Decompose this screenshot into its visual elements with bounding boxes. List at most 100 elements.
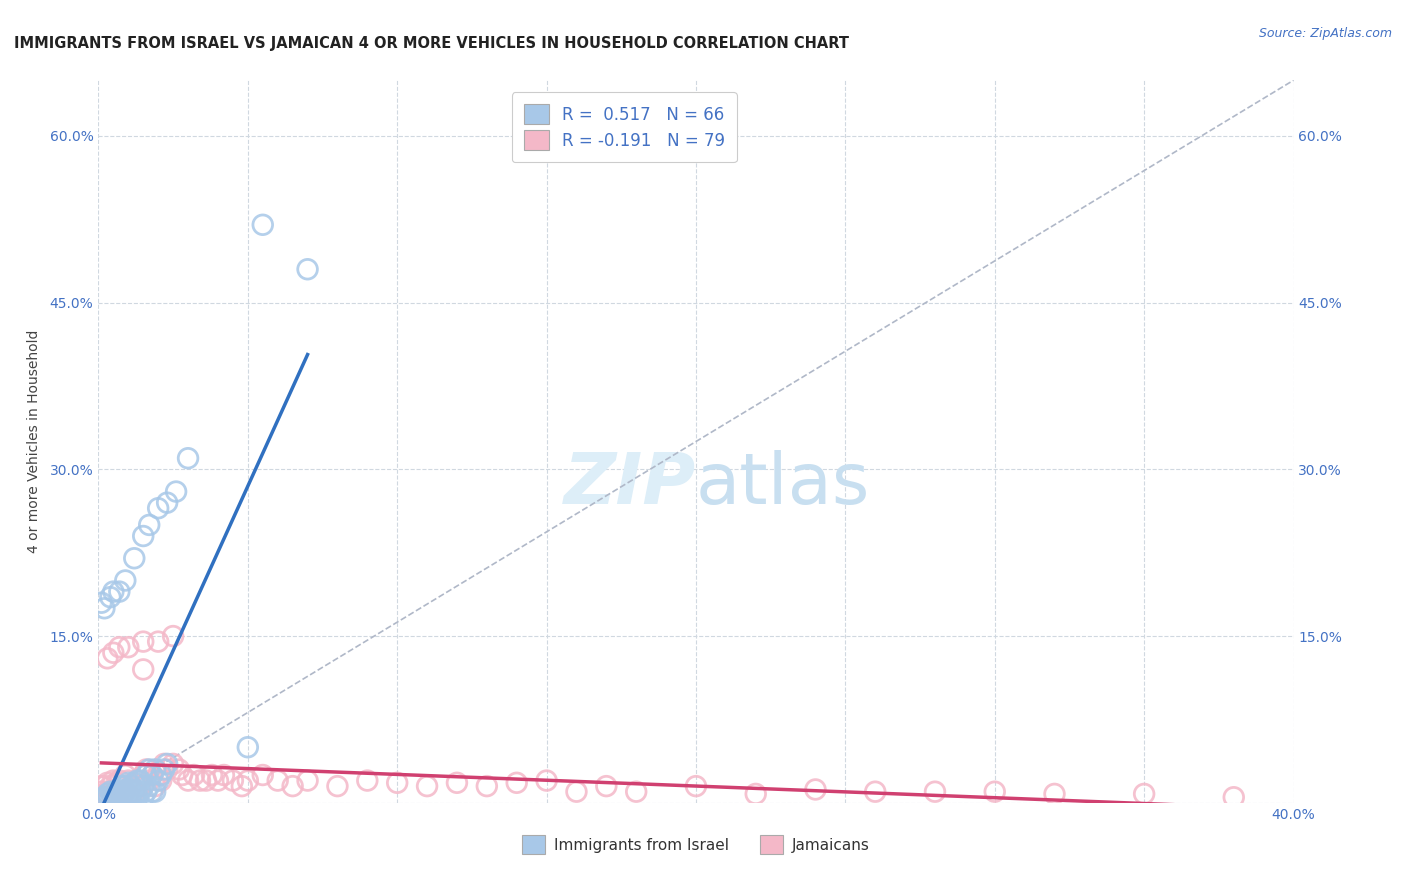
Point — [156, 763, 179, 777]
Point — [117, 787, 139, 801]
Point — [148, 773, 170, 788]
Point — [98, 590, 122, 604]
Point — [103, 773, 125, 788]
Point — [111, 787, 134, 801]
Point — [132, 768, 155, 782]
Point — [924, 785, 946, 799]
Point — [105, 787, 128, 801]
Point — [195, 773, 218, 788]
Point — [267, 773, 290, 788]
Point — [297, 773, 319, 788]
Point — [156, 496, 179, 510]
Point — [105, 785, 128, 799]
Point — [120, 779, 142, 793]
Point — [127, 773, 149, 788]
Point — [114, 779, 136, 793]
Point — [108, 640, 131, 655]
Point — [188, 773, 211, 788]
Point — [108, 790, 131, 805]
Point — [117, 790, 139, 805]
Point — [222, 773, 245, 788]
Point — [124, 785, 146, 799]
Point — [132, 779, 155, 793]
Point — [984, 785, 1007, 799]
Point — [93, 601, 115, 615]
Point — [138, 517, 160, 532]
Point — [595, 779, 617, 793]
Point — [150, 773, 173, 788]
Point — [117, 773, 139, 788]
Point — [96, 651, 118, 665]
Point — [98, 785, 122, 799]
Point — [114, 785, 136, 799]
Point — [536, 773, 558, 788]
Text: IMMIGRANTS FROM ISRAEL VS JAMAICAN 4 OR MORE VEHICLES IN HOUSEHOLD CORRELATION C: IMMIGRANTS FROM ISRAEL VS JAMAICAN 4 OR … — [14, 36, 849, 51]
Point — [124, 551, 146, 566]
Point — [626, 785, 648, 799]
Point — [236, 773, 259, 788]
Point — [117, 640, 139, 655]
Point — [96, 787, 118, 801]
Point — [148, 634, 170, 648]
Point — [111, 779, 134, 793]
Point — [565, 785, 588, 799]
Point — [98, 779, 122, 793]
Point — [143, 763, 166, 777]
Point — [114, 785, 136, 799]
Point — [127, 785, 149, 799]
Point — [129, 785, 152, 799]
Text: atlas: atlas — [696, 450, 870, 519]
Point — [103, 584, 125, 599]
Point — [138, 763, 160, 777]
Point — [96, 776, 118, 790]
Point — [111, 787, 134, 801]
Point — [138, 773, 160, 788]
Point — [1133, 787, 1156, 801]
Point — [105, 776, 128, 790]
Point — [135, 785, 157, 799]
Point — [103, 790, 125, 805]
Point — [93, 779, 115, 793]
Point — [281, 779, 304, 793]
Point — [96, 790, 118, 805]
Point — [124, 776, 146, 790]
Point — [416, 779, 439, 793]
Point — [148, 768, 170, 782]
Point — [93, 787, 115, 801]
Point — [129, 773, 152, 788]
Point — [111, 790, 134, 805]
Point — [252, 218, 274, 232]
Point — [108, 782, 131, 797]
Point — [177, 773, 200, 788]
Point — [124, 790, 146, 805]
Y-axis label: 4 or more Vehicles in Household: 4 or more Vehicles in Household — [27, 330, 41, 553]
Point — [108, 785, 131, 799]
Point — [141, 768, 163, 782]
Point — [132, 662, 155, 676]
Point — [297, 262, 319, 277]
Point — [252, 768, 274, 782]
Point — [96, 787, 118, 801]
Point — [120, 779, 142, 793]
Point — [132, 529, 155, 543]
Point — [103, 788, 125, 802]
Point — [124, 782, 146, 797]
Point — [103, 646, 125, 660]
Point — [804, 782, 827, 797]
Point — [865, 785, 887, 799]
Point — [127, 773, 149, 788]
Point — [90, 779, 112, 793]
Point — [1043, 787, 1066, 801]
Point — [183, 768, 205, 782]
Point — [103, 787, 125, 801]
Point — [167, 763, 190, 777]
Point — [135, 768, 157, 782]
Point — [745, 787, 768, 801]
Point — [475, 779, 498, 793]
Point — [120, 785, 142, 799]
Point — [103, 785, 125, 799]
Point — [103, 790, 125, 805]
Point — [108, 785, 131, 799]
Point — [153, 763, 176, 777]
Point — [135, 763, 157, 777]
